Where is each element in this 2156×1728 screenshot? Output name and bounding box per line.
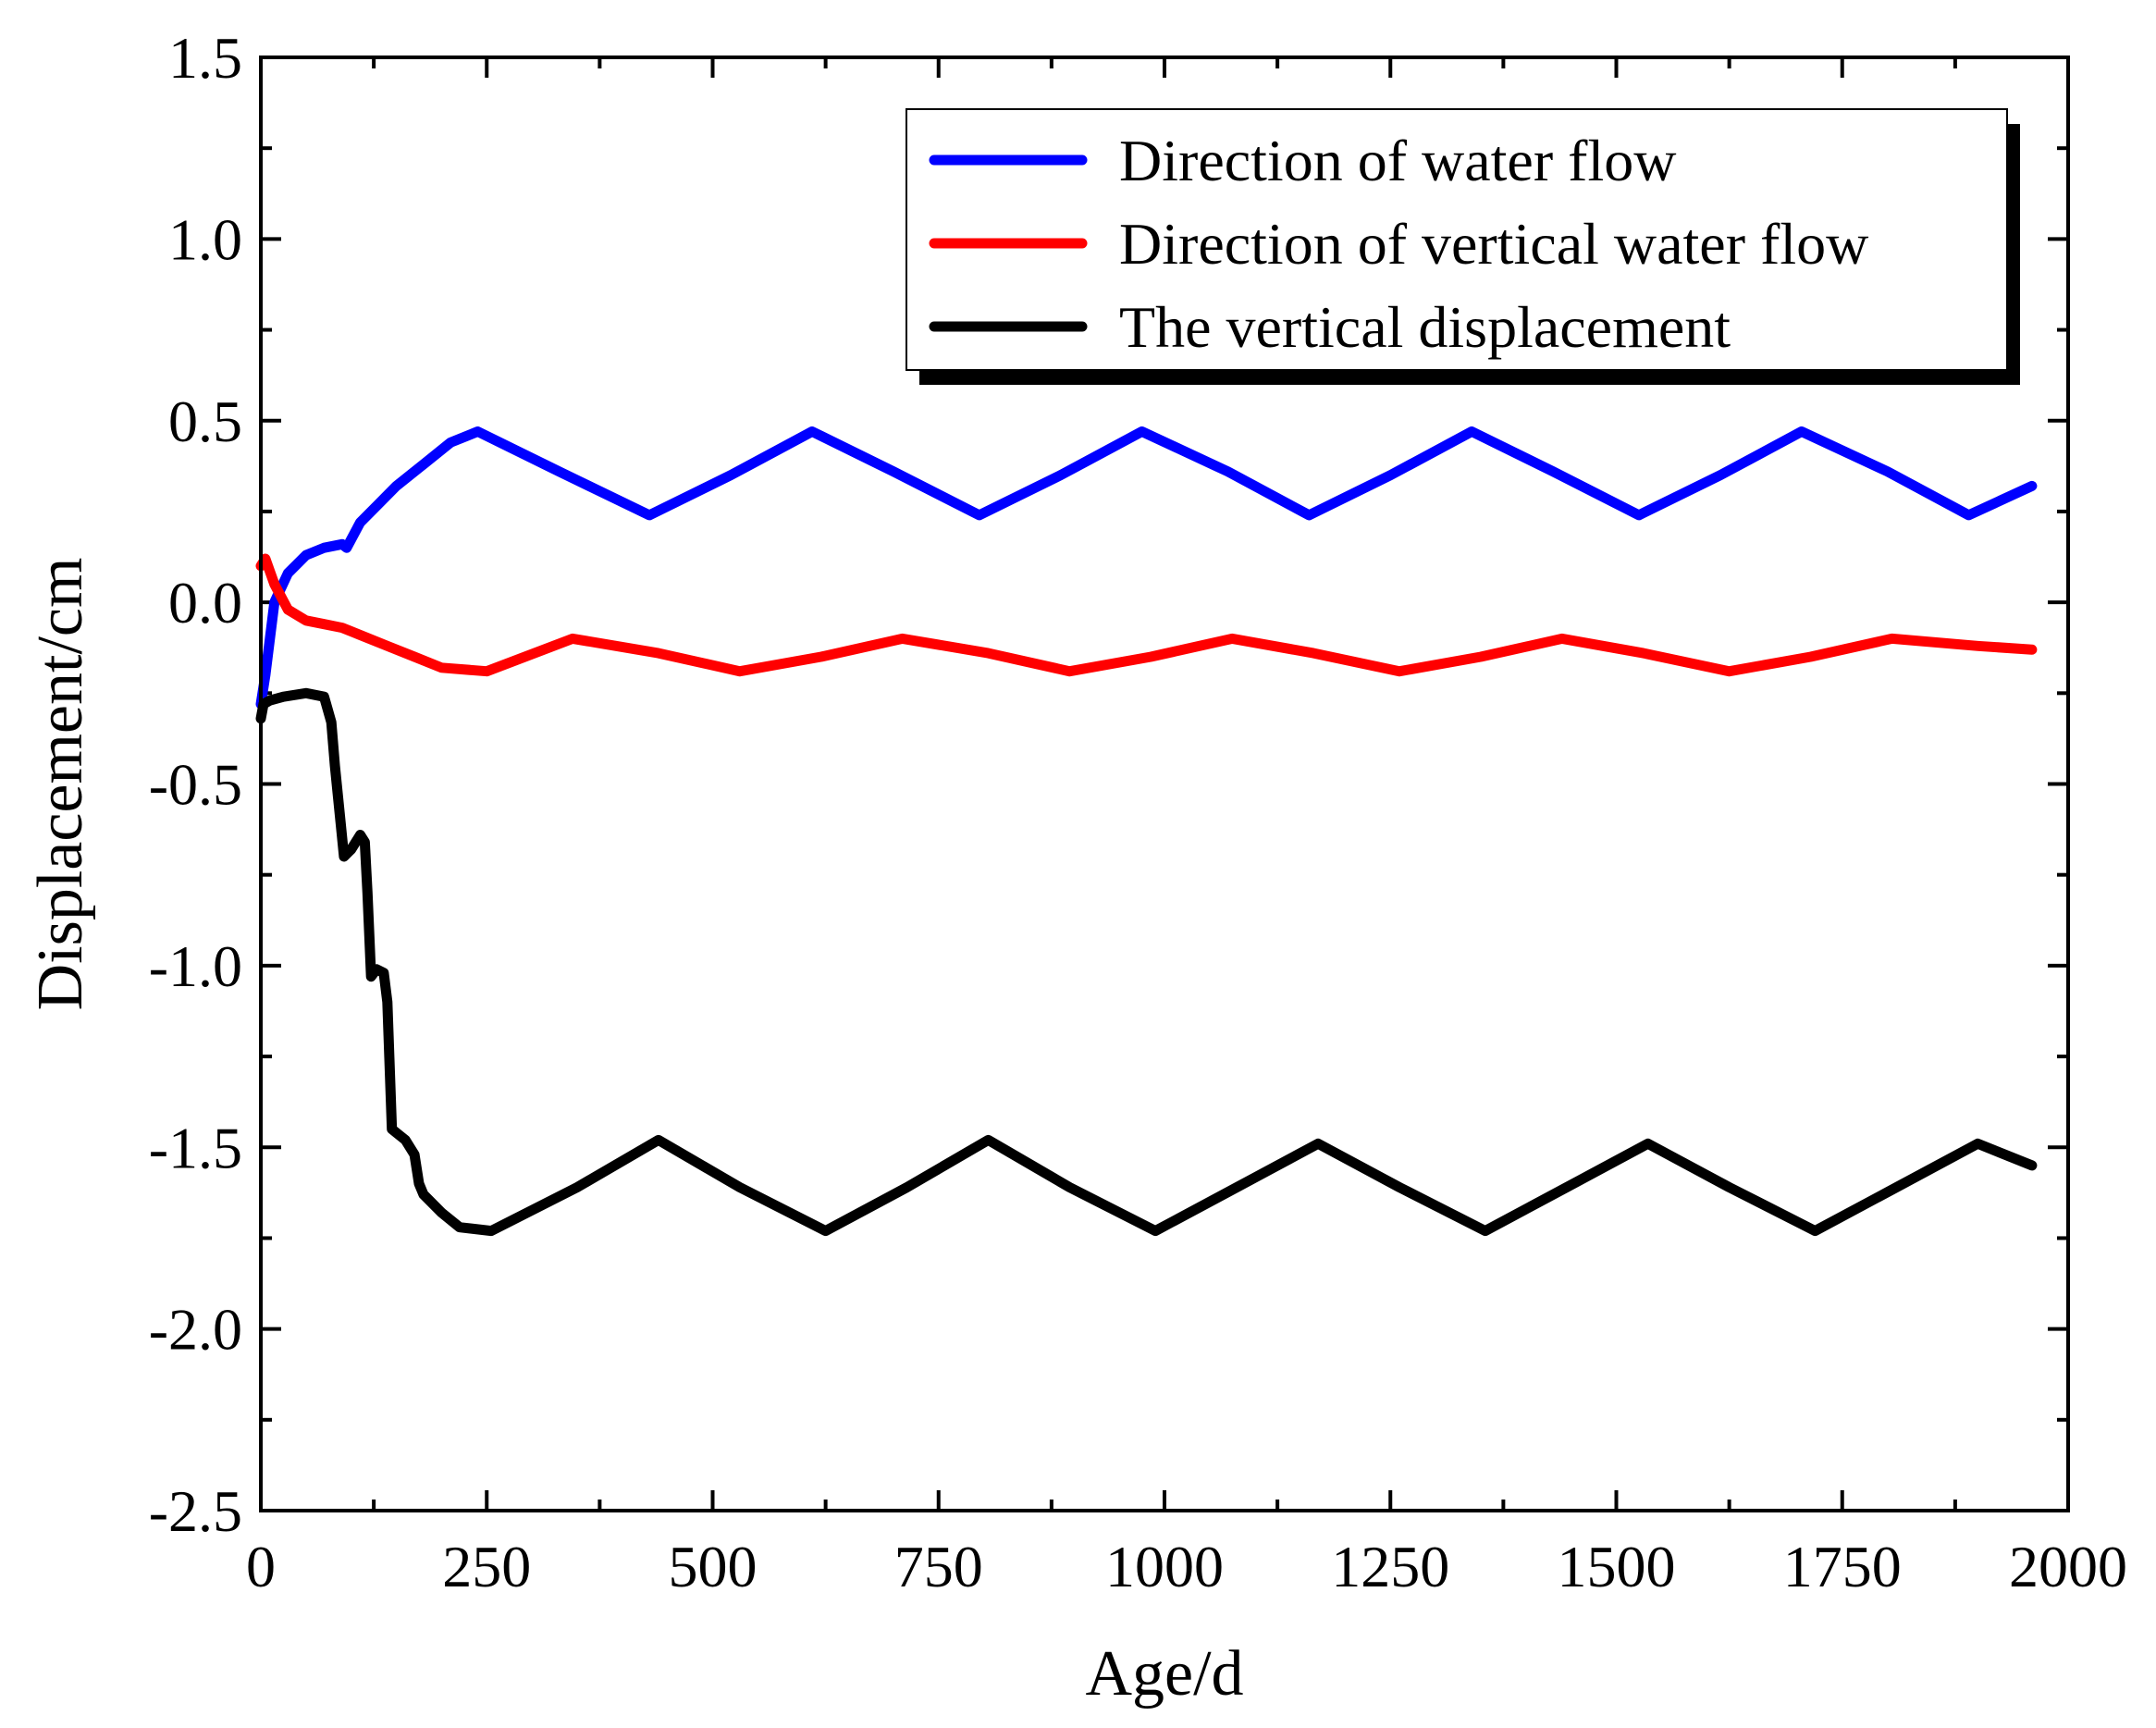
series-layer: [255, 426, 2038, 1237]
x-tick-label: 250: [442, 1534, 531, 1599]
y-tick-label: -2.5: [149, 1478, 242, 1544]
x-tick-label: 1750: [1783, 1534, 1902, 1599]
legend-items: Direction of water flow Direction of vert…: [929, 128, 1868, 360]
y-tick-label: 1.5: [168, 25, 242, 91]
plot-frame: [259, 56, 2070, 1512]
x-tick-label: 0: [246, 1534, 276, 1599]
x-tick-label: 1250: [1331, 1534, 1449, 1599]
y-tick-label: 0.0: [168, 570, 242, 636]
x-tick-label: 2000: [2009, 1534, 2127, 1599]
y-axis-title: Displacement/cm: [25, 558, 96, 1011]
y-tick-label: -0.5: [149, 752, 242, 818]
series-line-1: [255, 426, 2038, 710]
x-tick-label: 500: [669, 1534, 758, 1599]
y-tick-label: 0.5: [168, 389, 242, 454]
legend-label-1: Direction of water flow: [1119, 128, 1676, 193]
y-tick-label: 1.0: [168, 206, 242, 272]
x-tick-label: 1000: [1105, 1534, 1224, 1599]
tick-labels-layer: 0 250 500 750 1000 1250 1500 1750 2000 1.5 1.0 0.5 0…: [149, 25, 2127, 1599]
legend: Direction of water flow Direction of vert…: [906, 108, 2020, 385]
legend-label-2: Direction of vertical water flow: [1119, 211, 1868, 277]
y-tick-label: -1.0: [149, 933, 242, 999]
legend-label-3: The vertical displacement: [1119, 294, 1731, 360]
x-tick-label: 1500: [1558, 1534, 1676, 1599]
legend-box: [906, 108, 2008, 371]
series-line-3: [255, 687, 2038, 1237]
y-tick-label: -2.0: [149, 1297, 242, 1363]
x-tick-label: 750: [894, 1534, 983, 1599]
y-tick-label: -1.5: [149, 1115, 242, 1180]
series-line-2: [255, 553, 2038, 677]
x-axis-title: Age/d: [1085, 1638, 1243, 1709]
